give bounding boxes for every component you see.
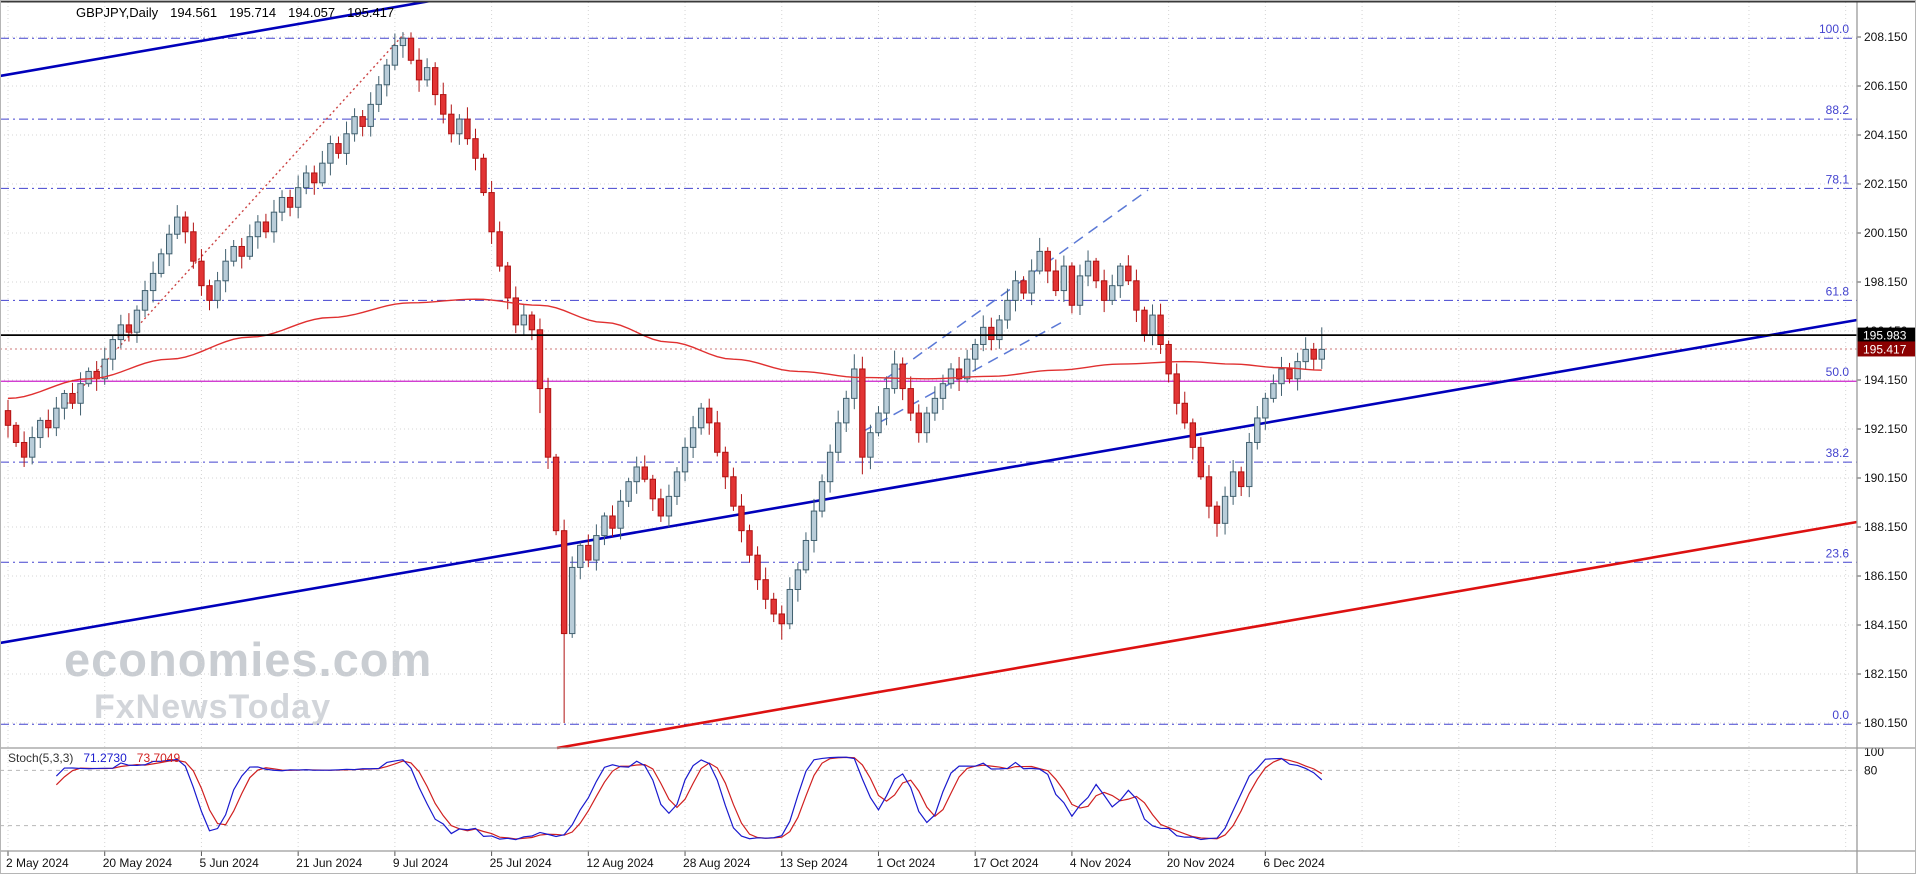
svg-text:38.2: 38.2 [1826, 446, 1850, 460]
low-value: 194.057 [288, 5, 336, 20]
svg-text:50.0: 50.0 [1826, 365, 1850, 379]
svg-text:206.150: 206.150 [1864, 79, 1908, 93]
svg-text:192.150: 192.150 [1864, 422, 1908, 436]
svg-text:1 Oct 2024: 1 Oct 2024 [876, 856, 935, 870]
svg-text:61.8: 61.8 [1826, 284, 1850, 298]
svg-text:204.150: 204.150 [1864, 128, 1908, 142]
svg-text:194.150: 194.150 [1864, 373, 1908, 387]
high-value: 195.714 [229, 5, 277, 20]
stochastic-d-value: 73.7049 [136, 751, 181, 765]
svg-text:25 Jul 2024: 25 Jul 2024 [490, 856, 552, 870]
svg-text:100: 100 [1864, 745, 1884, 759]
svg-text:0.0: 0.0 [1832, 708, 1849, 722]
fibonacci-levels[interactable]: 100.0 88.2 78.1 61.8 50.0 38.2 23.6 0.0 [0, 22, 1857, 725]
svg-text:23.6: 23.6 [1826, 546, 1850, 560]
svg-text:6 Dec 2024: 6 Dec 2024 [1263, 856, 1325, 870]
svg-text:198.150: 198.150 [1864, 275, 1908, 289]
svg-text:5 Jun 2024: 5 Jun 2024 [199, 856, 259, 870]
time-axis[interactable]: 2 May 2024 20 May 2024 5 Jun 2024 21 Jun 20… [6, 851, 1325, 870]
svg-text:20 May 2024: 20 May 2024 [103, 856, 173, 870]
svg-text:195.417: 195.417 [1863, 342, 1907, 356]
stochastic-name: Stoch(5,3,3) [8, 751, 74, 765]
svg-text:182.150: 182.150 [1864, 667, 1908, 681]
watermark-tagline: FxNewsToday [94, 688, 332, 726]
svg-text:78.1: 78.1 [1826, 172, 1850, 186]
svg-text:12 Aug 2024: 12 Aug 2024 [586, 856, 654, 870]
svg-text:202.150: 202.150 [1864, 177, 1908, 191]
stochastic-label: Stoch(5,3,3) 71.2730 73.7049 [8, 751, 180, 765]
svg-text:100.0: 100.0 [1819, 22, 1849, 36]
svg-text:13 Sep 2024: 13 Sep 2024 [780, 856, 848, 870]
candlesticks [4, 32, 1325, 723]
svg-text:2 May 2024: 2 May 2024 [6, 856, 69, 870]
svg-text:208.150: 208.150 [1864, 30, 1908, 44]
watermark-brand: economies.com [64, 633, 433, 686]
open-value: 194.561 [170, 5, 218, 20]
svg-text:180.150: 180.150 [1864, 716, 1908, 730]
svg-text:184.150: 184.150 [1864, 618, 1908, 632]
svg-text:80: 80 [1864, 763, 1878, 777]
svg-text:4 Nov 2024: 4 Nov 2024 [1070, 856, 1132, 870]
svg-text:186.150: 186.150 [1864, 569, 1908, 583]
svg-text:9 Jul 2024: 9 Jul 2024 [393, 856, 449, 870]
svg-text:20 Nov 2024: 20 Nov 2024 [1167, 856, 1235, 870]
svg-text:88.2: 88.2 [1826, 103, 1850, 117]
moving-average-line [7, 298, 1322, 400]
svg-text:28 Aug 2024: 28 Aug 2024 [683, 856, 751, 870]
symbol-timeframe: GBPJPY,Daily [76, 5, 159, 20]
svg-text:190.150: 190.150 [1864, 471, 1908, 485]
svg-text:17 Oct 2024: 17 Oct 2024 [973, 856, 1039, 870]
svg-text:21 Jun 2024: 21 Jun 2024 [296, 856, 362, 870]
close-value: 195.417 [347, 5, 395, 20]
stochastic-k-value: 71.2730 [83, 751, 127, 765]
svg-text:195.983: 195.983 [1863, 329, 1907, 343]
price-axis[interactable]: 208.150 206.150 204.150 202.150 200.150 198.1… [1857, 30, 1916, 730]
trendlines[interactable] [0, 0, 1858, 750]
ohlc-readout: GBPJPY,Daily 194.561 195.714 194.057 195… [76, 5, 394, 20]
svg-text:188.150: 188.150 [1864, 520, 1908, 534]
svg-text:200.150: 200.150 [1864, 226, 1908, 240]
